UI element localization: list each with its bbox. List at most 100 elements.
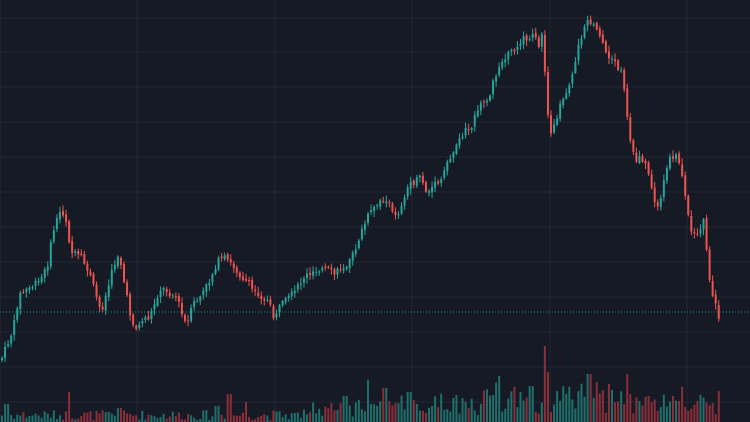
volume-bar (598, 393, 601, 422)
volume-bar (681, 386, 684, 422)
volume-bar (7, 404, 10, 422)
candle-up (528, 39, 531, 41)
volume-bar (550, 412, 552, 422)
candle-up (55, 218, 58, 229)
candle-up (403, 197, 406, 206)
candle-up (574, 61, 577, 73)
candle-up (565, 93, 568, 99)
volume-bar (302, 409, 305, 422)
volume-bar (367, 380, 369, 422)
candle-up (376, 205, 379, 207)
volume-bar (507, 398, 510, 422)
candle-down (333, 269, 336, 275)
volume-bar (205, 410, 208, 422)
volume-bar (409, 392, 412, 422)
candle-up (449, 158, 452, 162)
candle-up (363, 223, 366, 230)
volume-bar (135, 415, 138, 422)
volume-bar (278, 411, 281, 422)
volume-bar (644, 397, 647, 422)
candle-up (345, 266, 348, 269)
volume-bar (498, 376, 501, 422)
volume-bar (522, 400, 525, 422)
candle-down (83, 253, 86, 264)
candle-down (327, 267, 330, 268)
candle-up (406, 187, 409, 197)
volume-bar (238, 415, 241, 422)
candle-up (113, 264, 116, 270)
volume-bar (214, 406, 217, 422)
volume-bar (330, 403, 333, 422)
volume-bar (269, 420, 272, 422)
candle-up (25, 288, 28, 292)
volume-bar (421, 410, 424, 422)
candle-down (711, 281, 714, 296)
candle-up (37, 281, 40, 283)
candle-down (589, 19, 592, 24)
volume-bar (528, 386, 531, 422)
candle-up (458, 138, 461, 146)
volume-bar (1, 415, 3, 422)
volume-bar (116, 408, 119, 422)
candle-down (604, 41, 607, 53)
volume-bar (467, 408, 470, 422)
candle-up (385, 201, 388, 204)
volume-bar (678, 400, 681, 422)
candle-down (696, 233, 699, 235)
volume-bar (31, 415, 34, 422)
candle-down (632, 140, 635, 152)
volume-bar (235, 415, 238, 422)
volume-bar (260, 415, 263, 422)
volume-bar (284, 414, 287, 422)
volume-bar (119, 408, 122, 422)
candle-up (455, 144, 458, 154)
candle-up (360, 228, 363, 240)
candle-up (367, 213, 369, 223)
volume-bar (595, 382, 598, 422)
candle-up (400, 205, 403, 214)
candle-up (4, 346, 7, 358)
candle-up (446, 161, 449, 171)
volume-bar (147, 414, 150, 422)
volume-bar (675, 400, 678, 422)
candle-down (135, 325, 138, 329)
candle-down (391, 203, 394, 212)
volume-bar (266, 415, 269, 422)
volume-bar (485, 389, 488, 422)
volume-bar (406, 392, 409, 422)
candle-up (351, 252, 354, 261)
volume-bar (177, 412, 180, 422)
volume-bar (388, 401, 391, 422)
candle-down (168, 292, 171, 296)
candle-down (80, 253, 83, 256)
volume-bar (129, 414, 132, 422)
candle-down (71, 240, 74, 253)
volume-bar (19, 415, 22, 422)
volume-bar (434, 396, 437, 422)
candle-down (681, 164, 684, 176)
candle-up (141, 321, 144, 324)
volume-bar (138, 419, 141, 422)
candle-up (46, 266, 49, 271)
volume-bar (519, 392, 522, 422)
candle-up (196, 300, 199, 302)
candle-up (434, 181, 437, 188)
candle-down (534, 33, 537, 38)
volume-bar (113, 415, 116, 422)
candle-up (522, 36, 525, 45)
volume-bar (290, 413, 293, 422)
candle-down (382, 201, 385, 203)
volume-bar (4, 404, 7, 422)
volume-bar (77, 418, 80, 422)
volume-bar (711, 403, 714, 422)
candle-up (370, 210, 373, 213)
candle-up (31, 287, 34, 289)
volume-bar (601, 390, 604, 422)
candle-up (312, 271, 315, 276)
volume-bar (687, 410, 690, 422)
candle-up (40, 277, 43, 282)
candle-down (394, 212, 397, 216)
volume-bar (312, 402, 315, 422)
